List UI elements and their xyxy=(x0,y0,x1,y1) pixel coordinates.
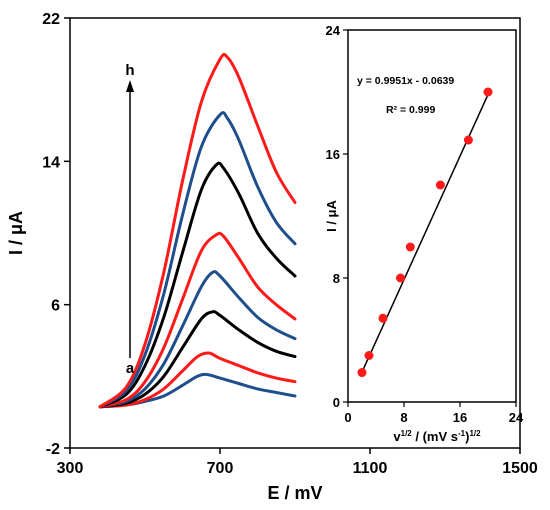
main-x-tick-label: 1100 xyxy=(353,460,388,477)
inset-x-tick-label: 24 xyxy=(509,410,524,425)
voltammogram-curve-6 xyxy=(98,161,297,409)
inset-x-axis-title: v1/2 / (mV s-1)1/2 xyxy=(393,429,481,444)
end-curve-label: h xyxy=(125,62,134,79)
data-point xyxy=(463,135,473,145)
main-y-tick-label: -2 xyxy=(46,441,60,458)
main-y-axis-title: I / μA xyxy=(6,211,26,255)
main-x-tick-label: 700 xyxy=(207,460,234,477)
fit-r-squared: R² = 0.999 xyxy=(386,104,435,116)
main-plot-frame xyxy=(69,17,521,449)
voltammogram-curve-4 xyxy=(98,270,297,409)
inset-ticks: 0 8 16 24 0 8 16 24 xyxy=(326,23,524,425)
inset-x-tick-label: 8 xyxy=(400,410,407,425)
data-point xyxy=(435,180,445,190)
main-x-tick-label: 300 xyxy=(57,460,84,477)
inset-x-tick-label: 0 xyxy=(344,410,351,425)
data-point xyxy=(364,351,374,360)
inset-chart: 0 8 16 24 0 8 16 24 y = 0.9951x - 0.0639 R² = 0… xyxy=(324,23,524,444)
inset-y-tick-label: 8 xyxy=(333,271,340,286)
inset-points xyxy=(357,87,493,378)
voltammogram-curve-3 xyxy=(98,310,297,409)
voltammogram-curve-5 xyxy=(98,231,297,409)
fit-equation: y = 0.9951x - 0.0639 xyxy=(357,75,454,87)
arrow-head xyxy=(126,80,134,92)
main-y-tick-label: 14 xyxy=(42,154,60,171)
inset-y-tick-label: 16 xyxy=(326,147,340,162)
start-curve-label: a xyxy=(126,360,135,377)
main-x-axis-title: E / mV xyxy=(267,483,322,503)
inset-plot-frame xyxy=(347,29,517,403)
data-point xyxy=(483,87,493,97)
inset-y-tick-label: 24 xyxy=(326,23,341,38)
inset-y-axis-title: I / μA xyxy=(324,199,339,231)
inset-y-tick-label: 0 xyxy=(333,395,340,410)
data-point xyxy=(378,313,388,323)
voltammogram-curve-2 xyxy=(98,351,297,409)
voltammogram-curve-8 xyxy=(98,52,297,409)
voltammogram-curve-7 xyxy=(98,111,297,409)
data-point xyxy=(357,368,367,378)
main-x-tick-label: 1500 xyxy=(502,460,538,477)
main-y-tick-label: 22 xyxy=(42,11,60,28)
inset-x-tick-label: 16 xyxy=(453,410,467,425)
main-chart: 300 700 1100 1500 -2 6 14 22 h a E / mV I / μA xyxy=(6,11,538,503)
main-ticks: 300 700 1100 1500 -2 6 14 22 xyxy=(42,11,538,477)
main-series xyxy=(98,52,297,409)
data-point xyxy=(396,273,405,283)
main-y-tick-label: 6 xyxy=(51,298,60,315)
data-point xyxy=(405,242,415,252)
